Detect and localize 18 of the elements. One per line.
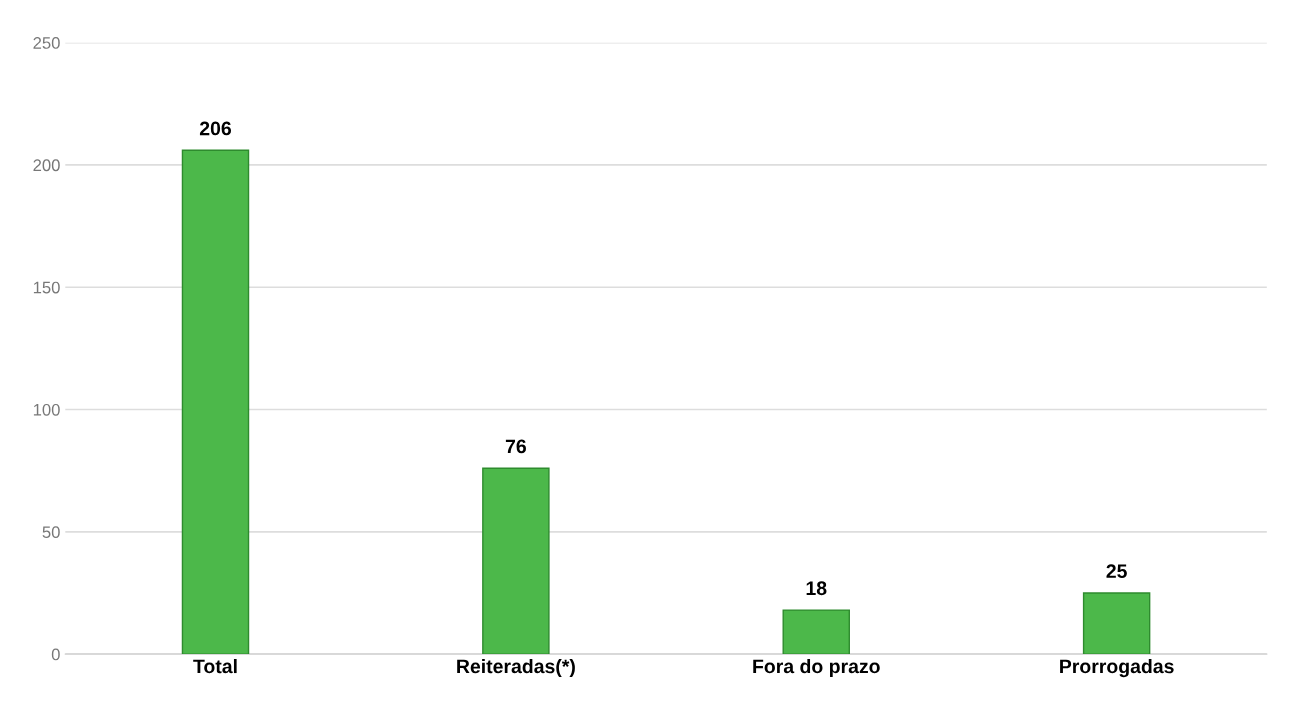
x-tick-label: Reiteradas(*) — [457, 658, 575, 678]
data-label: 206 — [199, 121, 232, 136]
y-tick-label: 50 — [42, 526, 60, 539]
data-label: 25 — [1106, 564, 1127, 579]
y-tick-label: 100 — [33, 403, 60, 416]
bar — [782, 609, 850, 655]
y-tick-label: 0 — [51, 648, 60, 661]
data-label: 18 — [806, 581, 827, 596]
x-tick-label: Fora do prazo — [753, 658, 880, 678]
y-tick-label: 150 — [33, 281, 60, 294]
bar — [482, 467, 550, 655]
y-tick-label: 200 — [33, 159, 60, 172]
data-label: 76 — [505, 439, 526, 454]
bar — [1082, 592, 1151, 655]
bar — [181, 149, 250, 655]
x-tick-label: Prorrogadas — [1060, 658, 1174, 678]
y-tick-label: 250 — [33, 37, 60, 49]
x-tick-label: Total — [193, 658, 237, 674]
